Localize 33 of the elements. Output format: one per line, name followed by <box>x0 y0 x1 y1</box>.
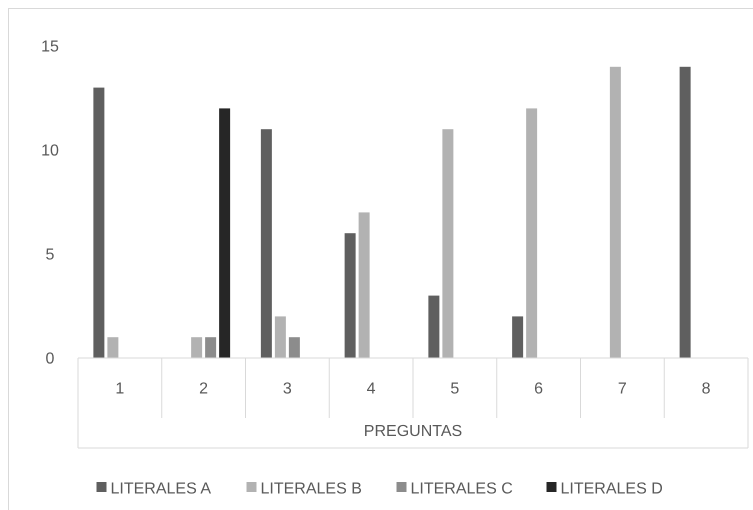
legend-label: LITERALES B <box>260 480 362 498</box>
y-tick-label: 0 <box>46 350 55 368</box>
y-tick-label: 5 <box>46 246 55 264</box>
bar <box>358 212 370 358</box>
y-tick-label: 10 <box>41 142 59 160</box>
bar <box>288 337 300 358</box>
bar <box>428 296 440 358</box>
bar <box>442 129 454 358</box>
x-tick-label: 2 <box>199 380 208 398</box>
bar <box>205 337 216 358</box>
x-tick-label: 1 <box>115 380 124 398</box>
x-tick-label: 5 <box>450 380 460 398</box>
bar <box>526 108 538 358</box>
bar <box>344 233 356 358</box>
legend-label: LITERALES C <box>410 480 513 498</box>
x-tick-label: 8 <box>702 380 711 398</box>
bar <box>512 316 524 358</box>
bar <box>107 337 118 358</box>
bar <box>93 88 104 358</box>
y-tick-label: 15 <box>41 38 59 56</box>
bar <box>191 337 202 358</box>
legend-label: LITERALES A <box>110 480 212 498</box>
x-tick-label: 3 <box>282 380 292 398</box>
x-tick-label: 6 <box>534 380 544 398</box>
bar <box>274 316 286 358</box>
bar <box>219 108 230 358</box>
x-axis-title: PREGUNTAS <box>364 423 462 440</box>
bar <box>260 129 272 358</box>
bar <box>680 66 691 358</box>
x-tick-label: 4 <box>366 380 376 398</box>
bar <box>610 66 621 358</box>
x-tick-label: 7 <box>618 380 627 398</box>
legend-label: LITERALES D <box>560 480 663 498</box>
